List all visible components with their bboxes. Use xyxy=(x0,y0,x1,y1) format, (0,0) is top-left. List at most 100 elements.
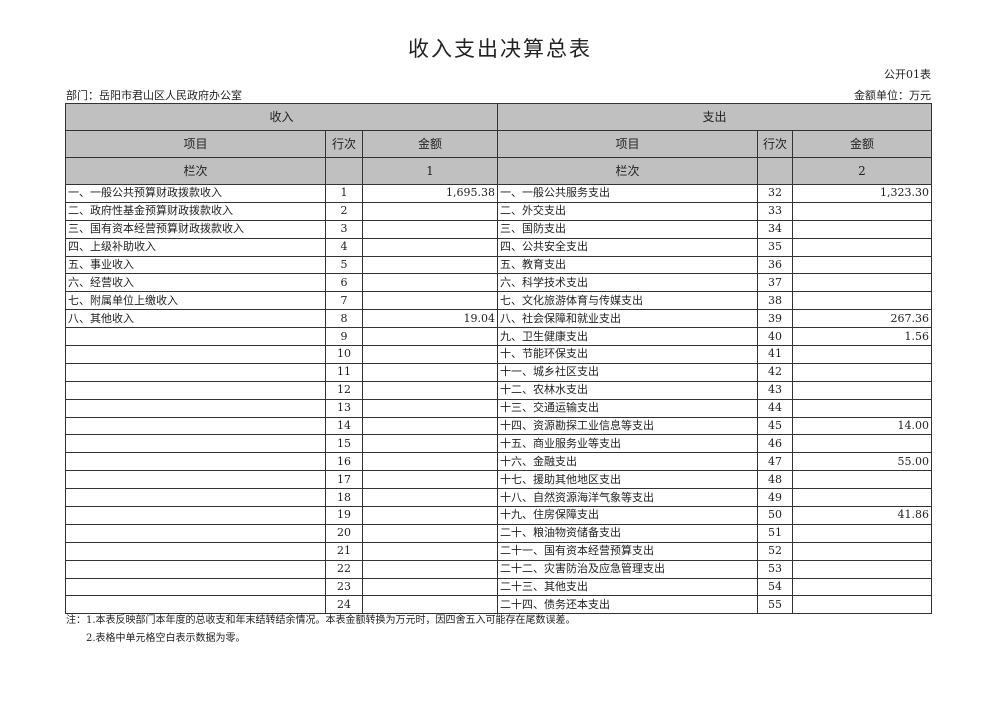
income-line-cell: 7 xyxy=(325,291,363,311)
income-amount-cell xyxy=(362,255,498,275)
table-row: 18 十八、自然资源海洋气象等支出 49 xyxy=(65,488,932,508)
expense-amount-cell xyxy=(792,559,932,579)
income-item-cell xyxy=(65,541,326,561)
table-row: 五、事业收入 5 五、教育支出 36 xyxy=(65,255,932,275)
income-line-cell: 16 xyxy=(325,452,363,472)
expense-amount-cell: 1,323.30 xyxy=(792,184,932,203)
income-amount-cell xyxy=(362,398,498,418)
expense-item-cell: 二十一、国有资本经营预算支出 xyxy=(497,541,758,561)
expense-line-cell: 55 xyxy=(757,595,793,615)
table-row: 17 十七、援助其他地区支出 48 xyxy=(65,470,932,490)
income-line-cell: 11 xyxy=(325,362,363,382)
expense-item-cell: 十二、农林水支出 xyxy=(497,380,758,400)
expense-line-cell: 53 xyxy=(757,559,793,579)
expense-amount-cell xyxy=(792,398,932,418)
expense-amount-cell: 267.36 xyxy=(792,309,932,329)
expense-line-cell: 52 xyxy=(757,541,793,561)
income-line-cell: 24 xyxy=(325,595,363,615)
expense-item-cell: 三、国防支出 xyxy=(497,219,758,239)
expense-item-cell: 二十、粮油物资储备支出 xyxy=(497,523,758,543)
income-item-cell: 四、上级补助收入 xyxy=(65,237,326,257)
income-amount-cell xyxy=(362,541,498,561)
expense-amount-cell xyxy=(792,291,932,311)
income-amount-cell xyxy=(362,523,498,543)
income-amount-cell xyxy=(362,327,498,347)
expense-item-cell: 九、卫生健康支出 xyxy=(497,327,758,347)
income-item-cell: 二、政府性基金预算财政拨款收入 xyxy=(65,201,326,221)
expense-line-cell: 49 xyxy=(757,488,793,508)
income-line-cell: 10 xyxy=(325,345,363,364)
expense-line-cell: 39 xyxy=(757,309,793,329)
expense-item-cell: 十三、交通运输支出 xyxy=(497,398,758,418)
table-row: 12 十二、农林水支出 43 xyxy=(65,380,932,400)
table-row: 六、经营收入 6 六、科学技术支出 37 xyxy=(65,273,932,293)
expense-amount-cell xyxy=(792,255,932,275)
income-amount-cell xyxy=(362,273,498,293)
table-row: 9 九、卫生健康支出 40 1.56 xyxy=(65,327,932,347)
expense-line-cell: 43 xyxy=(757,380,793,400)
expense-item-cell: 十六、金融支出 xyxy=(497,452,758,472)
income-line-cell: 9 xyxy=(325,327,363,347)
expense-item-cell: 十五、商业服务业等支出 xyxy=(497,434,758,454)
income-line-cell: 12 xyxy=(325,380,363,400)
expense-item-cell: 十七、援助其他地区支出 xyxy=(497,470,758,490)
expense-header: 支出 xyxy=(497,103,932,131)
table-row: 13 十三、交通运输支出 44 xyxy=(65,398,932,418)
expense-line-cell: 47 xyxy=(757,452,793,472)
income-amount-cell xyxy=(362,470,498,490)
income-item-cell xyxy=(65,380,326,400)
table-row: 23 二十三、其他支出 54 xyxy=(65,577,932,597)
income-amount-cell xyxy=(362,559,498,579)
income-amount-cell xyxy=(362,380,498,400)
expense-item-cell: 十四、资源勘探工业信息等支出 xyxy=(497,416,758,436)
income-item-cell xyxy=(65,559,326,579)
table-row: 16 十六、金融支出 47 55.00 xyxy=(65,452,932,472)
income-item-cell: 五、事业收入 xyxy=(65,255,326,275)
expense-line-header: 行次 xyxy=(757,130,793,158)
unit-label: 金额单位：万元 xyxy=(854,89,931,102)
income-item-cell xyxy=(65,327,326,347)
expense-item-cell: 二十三、其他支出 xyxy=(497,577,758,597)
expense-item-cell: 一、一般公共服务支出 xyxy=(497,184,758,203)
income-item-cell: 八、其他收入 xyxy=(65,309,326,329)
expense-amount-cell xyxy=(792,434,932,454)
expense-column-number: 2 xyxy=(792,157,932,185)
income-amount-cell xyxy=(362,291,498,311)
income-item-header: 项目 xyxy=(65,130,326,158)
income-item-cell xyxy=(65,523,326,543)
income-amount-cell xyxy=(362,345,498,364)
income-line-cell: 19 xyxy=(325,506,363,525)
income-item-cell xyxy=(65,488,326,508)
income-amount-cell xyxy=(362,452,498,472)
income-line-cell: 6 xyxy=(325,273,363,293)
income-header: 收入 xyxy=(65,103,498,131)
income-item-cell xyxy=(65,470,326,490)
income-item-cell: 七、附属单位上缴收入 xyxy=(65,291,326,311)
expense-amount-cell: 55.00 xyxy=(792,452,932,472)
footnotes: 注：1.本表反映部门本年度的总收支和年末结转结余情况。本表金额转换为万元时，因四… xyxy=(66,612,576,648)
expense-item-cell: 十九、住房保障支出 xyxy=(497,506,758,525)
income-item-cell xyxy=(65,362,326,382)
income-line-cell: 1 xyxy=(325,184,363,203)
income-amount-header: 金额 xyxy=(362,130,498,158)
expense-line-cell: 51 xyxy=(757,523,793,543)
table-row: 四、上级补助收入 4 四、公共安全支出 35 xyxy=(65,237,932,257)
expense-item-cell: 二十二、灾害防治及应急管理支出 xyxy=(497,559,758,579)
expense-item-cell: 八、社会保障和就业支出 xyxy=(497,309,758,329)
section-header-row: 收入 支出 xyxy=(65,103,932,131)
income-line-cell: 2 xyxy=(325,201,363,221)
expense-amount-cell xyxy=(792,380,932,400)
note-2: 2.表格中单元格空白表示数据为零。 xyxy=(86,633,246,644)
expense-line-cell: 34 xyxy=(757,219,793,239)
table-row: 10 十、节能环保支出 41 xyxy=(65,345,932,364)
column-number-row: 栏次 1 栏次 2 xyxy=(65,157,932,185)
income-amount-cell xyxy=(362,219,498,239)
expense-amount-cell xyxy=(792,273,932,293)
expense-amount-cell xyxy=(792,577,932,597)
income-amount-cell: 1,695.38 xyxy=(362,184,498,203)
income-line-cell: 23 xyxy=(325,577,363,597)
income-amount-cell xyxy=(362,577,498,597)
expense-amount-cell: 1.56 xyxy=(792,327,932,347)
income-item-cell: 六、经营收入 xyxy=(65,273,326,293)
expense-amount-cell: 14.00 xyxy=(792,416,932,436)
